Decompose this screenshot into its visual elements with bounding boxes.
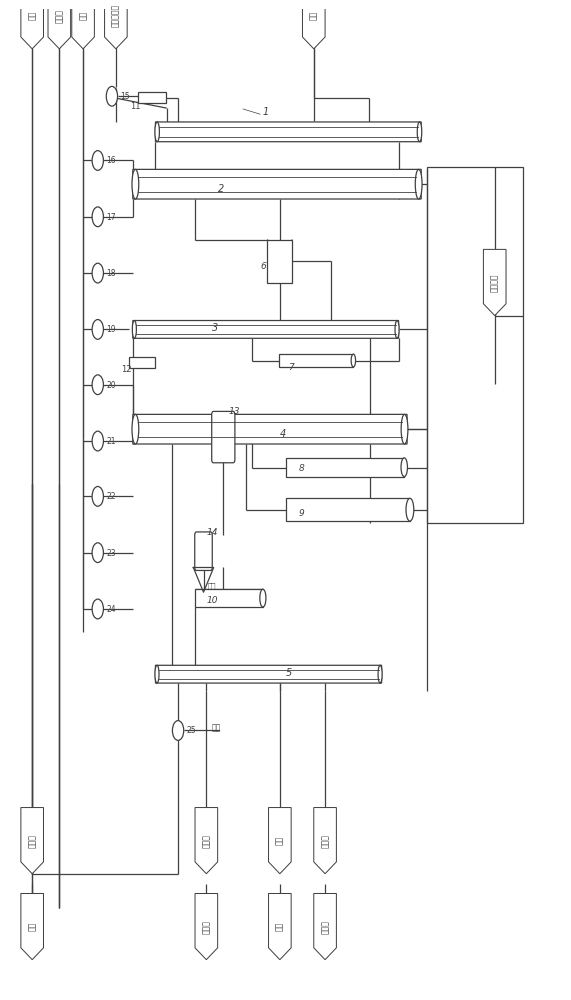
Text: 硫鐥液: 硫鐥液	[320, 920, 329, 934]
Circle shape	[92, 599, 103, 619]
Ellipse shape	[132, 321, 136, 338]
Text: 蛙阔: 蛙阔	[212, 723, 221, 732]
Circle shape	[92, 486, 103, 506]
Polygon shape	[268, 808, 291, 874]
Polygon shape	[314, 893, 336, 960]
Text: 3: 3	[212, 323, 218, 333]
Polygon shape	[21, 893, 43, 960]
Text: 10: 10	[206, 596, 218, 605]
Text: 7: 7	[288, 363, 293, 372]
Text: 21: 21	[106, 437, 116, 446]
Text: 6: 6	[260, 262, 266, 271]
Text: 4: 4	[280, 429, 286, 439]
Circle shape	[92, 207, 103, 227]
Bar	[195, 589, 263, 607]
Text: 脱氨液: 脱氨液	[202, 920, 211, 934]
Text: 脱氨液: 脱氨液	[202, 834, 211, 848]
Text: 氨水: 氨水	[275, 922, 284, 931]
Text: 14: 14	[206, 528, 218, 537]
Text: 25: 25	[187, 726, 196, 735]
Text: 碳鐥液: 碳鐥液	[320, 834, 329, 848]
Polygon shape	[72, 0, 94, 49]
Text: 氨水: 氨水	[275, 836, 284, 845]
Ellipse shape	[406, 498, 414, 521]
Text: 碱液: 碱液	[309, 11, 318, 20]
Text: 回收液: 回收液	[27, 834, 37, 848]
Circle shape	[172, 721, 184, 740]
Text: 1: 1	[263, 107, 269, 117]
Text: 蒸米: 蒸米	[208, 582, 216, 589]
Circle shape	[92, 151, 103, 170]
Text: 8: 8	[299, 464, 305, 473]
Text: 碱液: 碱液	[79, 11, 87, 20]
Bar	[286, 498, 410, 521]
Ellipse shape	[155, 665, 159, 683]
Polygon shape	[195, 808, 218, 874]
Text: 18: 18	[106, 269, 116, 278]
Circle shape	[92, 320, 103, 339]
Bar	[279, 354, 353, 367]
FancyBboxPatch shape	[133, 414, 407, 444]
FancyBboxPatch shape	[195, 532, 212, 570]
Text: 20: 20	[106, 381, 116, 390]
FancyBboxPatch shape	[133, 321, 399, 338]
Polygon shape	[303, 0, 325, 49]
Text: 22: 22	[106, 492, 116, 501]
Text: 16: 16	[106, 156, 116, 165]
Text: 废水处理: 废水处理	[490, 273, 499, 292]
Ellipse shape	[260, 589, 266, 607]
Text: 循环水: 循环水	[55, 9, 64, 23]
Ellipse shape	[155, 122, 159, 142]
Bar	[139, 92, 166, 103]
Ellipse shape	[132, 169, 139, 199]
Ellipse shape	[401, 414, 408, 444]
Bar	[130, 357, 155, 368]
Polygon shape	[195, 893, 218, 960]
FancyBboxPatch shape	[155, 665, 381, 683]
Bar	[267, 240, 292, 283]
Circle shape	[106, 86, 118, 106]
Text: 19: 19	[106, 325, 116, 334]
Text: 23: 23	[106, 549, 116, 558]
Text: 12: 12	[122, 365, 132, 374]
FancyBboxPatch shape	[133, 169, 421, 199]
Text: 蜀汽: 蜀汽	[27, 11, 37, 20]
Polygon shape	[484, 249, 506, 316]
Polygon shape	[314, 808, 336, 874]
Circle shape	[92, 375, 103, 395]
Text: 17: 17	[106, 213, 116, 222]
Circle shape	[92, 543, 103, 563]
Bar	[286, 458, 404, 477]
Circle shape	[92, 263, 103, 283]
Text: 24: 24	[106, 605, 116, 614]
Bar	[427, 167, 523, 523]
Ellipse shape	[132, 414, 139, 444]
Ellipse shape	[415, 169, 422, 199]
Text: 5: 5	[286, 668, 292, 678]
Polygon shape	[104, 0, 127, 49]
Ellipse shape	[378, 665, 382, 683]
Circle shape	[92, 431, 103, 451]
Ellipse shape	[417, 122, 422, 142]
FancyBboxPatch shape	[212, 411, 235, 463]
Text: 母液: 母液	[27, 922, 37, 931]
Polygon shape	[268, 893, 291, 960]
Polygon shape	[21, 0, 43, 49]
Text: 11: 11	[130, 102, 140, 111]
Text: 13: 13	[229, 407, 240, 416]
Polygon shape	[21, 808, 43, 874]
Text: 9: 9	[299, 509, 305, 518]
Text: 一次发酵液: 一次发酵液	[111, 4, 120, 27]
Ellipse shape	[395, 321, 399, 338]
FancyBboxPatch shape	[155, 122, 421, 142]
Text: 2: 2	[218, 184, 224, 194]
Ellipse shape	[351, 354, 356, 367]
Text: 15: 15	[120, 92, 130, 101]
Polygon shape	[48, 0, 71, 49]
Ellipse shape	[401, 458, 408, 477]
